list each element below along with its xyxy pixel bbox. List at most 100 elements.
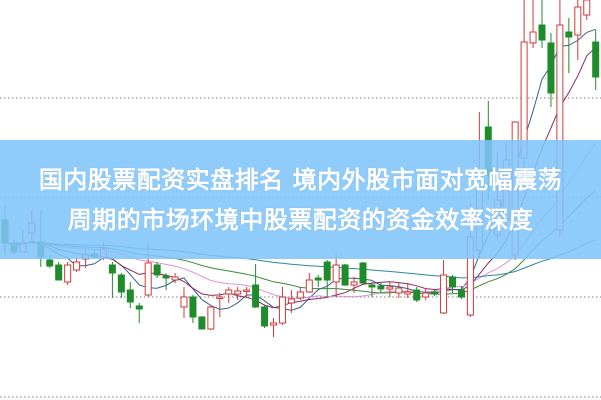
- candle-down: [341, 264, 349, 286]
- candle-up: [529, 0, 537, 48]
- candle-down: [368, 282, 376, 297]
- candle-body: [368, 284, 376, 288]
- candle-down: [323, 260, 331, 297]
- candle-body: [529, 31, 537, 44]
- candle-body: [314, 277, 322, 281]
- candle-up: [216, 293, 224, 317]
- candle-up: [207, 306, 215, 330]
- candle-body: [386, 286, 394, 290]
- candle-down: [565, 18, 573, 73]
- candle-body: [55, 264, 63, 281]
- candle-up: [574, 0, 582, 60]
- candle-up: [386, 282, 394, 297]
- candle-body: [323, 261, 331, 281]
- candle-down: [359, 262, 367, 284]
- candle-down: [189, 295, 197, 323]
- candle-up: [225, 287, 233, 303]
- candle-down: [108, 262, 116, 298]
- candle-down: [457, 286, 465, 299]
- candle-down: [261, 305, 269, 328]
- candle-body: [422, 292, 430, 298]
- candle-up: [64, 262, 72, 285]
- candle-body: [395, 287, 403, 294]
- candle-down: [538, 0, 546, 48]
- candle-up: [395, 283, 403, 298]
- candle-up: [404, 283, 412, 298]
- candle-body: [64, 264, 72, 283]
- candle-up: [422, 288, 430, 300]
- candle-down: [377, 283, 385, 293]
- candle-down: [413, 287, 421, 302]
- candle-body: [538, 24, 546, 41]
- candle-body: [171, 276, 179, 281]
- candle-down: [547, 33, 555, 107]
- candle-up: [583, 0, 591, 20]
- title-banner: 国内股票配资实盘排名 境内外股市面对宽幅震荡 周期的市场环境中股票配资的资金效率…: [0, 140, 601, 259]
- candle-body: [440, 274, 448, 314]
- candle-body: [565, 31, 573, 38]
- candle-body: [574, 6, 582, 36]
- candle-body: [341, 264, 349, 286]
- candle-body: [46, 259, 54, 267]
- candle-up: [305, 273, 313, 293]
- candle-body: [73, 261, 81, 271]
- candle-up: [440, 260, 448, 314]
- candle-down: [198, 316, 206, 330]
- banner-title-line-2: 周期的市场环境中股票配资的资金效率深度: [67, 205, 534, 234]
- candle-body: [350, 281, 358, 286]
- candle-body: [332, 264, 340, 283]
- candle-body: [359, 262, 367, 284]
- candle-body: [189, 296, 197, 318]
- candle-body: [547, 42, 555, 94]
- candle-body: [404, 291, 412, 295]
- candle-down: [117, 273, 125, 298]
- candle-body: [296, 291, 304, 299]
- candle-body: [449, 276, 456, 288]
- candle-up: [287, 290, 295, 313]
- candle-body: [144, 262, 152, 296]
- banner-title-line-1: 国内股票配资实盘排名 境内外股市面对宽幅震荡: [38, 165, 563, 194]
- candle-up: [270, 318, 277, 337]
- candle-body: [198, 316, 206, 330]
- candle-up: [296, 287, 304, 300]
- candle-down: [162, 273, 170, 290]
- candle-down: [135, 303, 143, 323]
- candle-body: [252, 284, 260, 308]
- candle-down: [592, 30, 600, 90]
- candle-body: [108, 264, 116, 274]
- candle-body: [216, 296, 224, 299]
- candle-down: [431, 290, 439, 296]
- candle-body: [592, 41, 600, 78]
- candle-body: [413, 289, 421, 301]
- candle-body: [457, 289, 465, 298]
- candle-down: [55, 262, 63, 281]
- candle-up: [73, 258, 81, 272]
- candle-body: [261, 306, 269, 327]
- candle-up: [350, 277, 358, 293]
- candle-body: [287, 298, 295, 304]
- candle-up: [234, 287, 242, 300]
- candle-body: [431, 291, 439, 295]
- candle-body: [135, 305, 143, 310]
- candle-body: [207, 306, 215, 330]
- candle-up: [332, 253, 340, 297]
- candle-body: [583, 0, 591, 16]
- candle-down: [153, 262, 161, 278]
- candle-down: [126, 282, 134, 308]
- candle-body: [117, 274, 125, 293]
- candle-up: [243, 287, 251, 297]
- candle-down: [314, 275, 322, 287]
- candle-body: [126, 289, 134, 303]
- candle-body: [270, 322, 277, 326]
- candle-body: [278, 296, 286, 324]
- candle-body: [153, 264, 161, 276]
- candle-body: [162, 275, 170, 279]
- candle-body: [377, 285, 385, 290]
- candle-body: [234, 290, 242, 295]
- candle-down: [252, 264, 260, 308]
- candle-body: [180, 296, 188, 308]
- candle-up: [180, 287, 188, 318]
- candle-up: [171, 273, 179, 283]
- candle-up: [278, 287, 286, 325]
